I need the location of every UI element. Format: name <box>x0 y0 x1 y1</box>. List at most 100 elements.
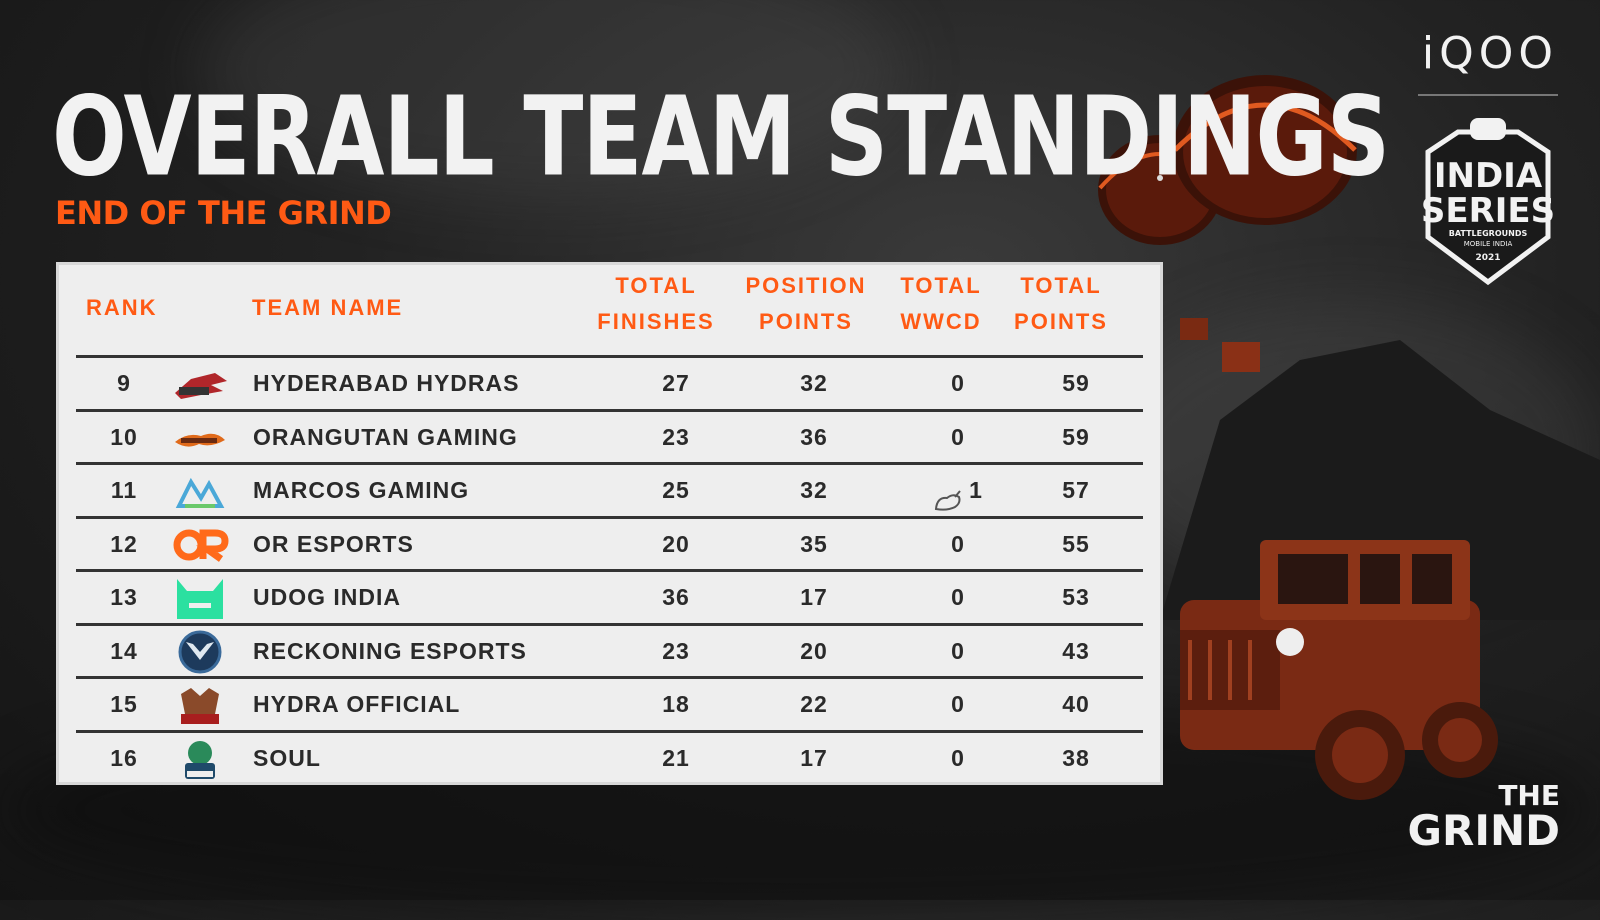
event-logo-line2: GRIND <box>1407 806 1560 855</box>
rank-cell: 13 <box>110 584 138 610</box>
total-finishes-cell: 25 <box>662 477 690 503</box>
position-points-cell: 35 <box>800 530 828 557</box>
series-logo-line2: SERIES <box>1421 191 1555 231</box>
table-body: 9 HYDERABAD HYDRAS 27 32 0 59 10 ORANGUTAN GAMI… <box>76 355 1143 783</box>
hydra-logo-icon <box>171 684 229 728</box>
wwcd-value: 0 <box>951 637 965 664</box>
rank-cell: 9 <box>117 370 131 396</box>
total-points-cell: 55 <box>1062 530 1090 557</box>
total-wwcd-cell: 0 <box>908 572 1008 622</box>
wwcd-value: 0 <box>951 691 965 717</box>
rank-cell: 10 <box>110 423 138 450</box>
total-finishes-cell: 27 <box>662 370 690 396</box>
team-name-cell: UDOG INDIA <box>253 584 401 610</box>
series-logo-small2: MOBILE INDIA <box>1464 240 1513 248</box>
udog-logo-icon <box>171 577 229 621</box>
team-name-cell: RECKONING ESPORTS <box>253 637 527 664</box>
rank-cell: 16 <box>110 744 138 771</box>
rank-cell: 12 <box>110 530 138 557</box>
total-wwcd-cell: 0 <box>908 519 1008 569</box>
rank-cell: 14 <box>110 637 138 664</box>
header-total-finishes: TOTAL FINISHES <box>597 273 715 334</box>
marcos-logo-icon <box>171 470 229 514</box>
crate-decoration <box>1180 318 1208 340</box>
total-finishes-cell: 20 <box>662 530 690 557</box>
position-points-cell: 32 <box>800 477 828 503</box>
wwcd-value: 0 <box>951 370 965 396</box>
total-finishes-cell: 18 <box>662 691 690 717</box>
team-name-cell: HYDRA OFFICIAL <box>253 691 461 717</box>
total-points-cell: 57 <box>1062 477 1090 503</box>
total-wwcd-cell: 0 <box>908 626 1008 676</box>
hydras-logo-icon <box>171 363 229 407</box>
header-total-points: TOTAL POINTS <box>1014 273 1108 334</box>
table-row: 11 MARCOS GAMING 25 32 1 57 <box>76 462 1143 516</box>
table-row: 14 RECKONING ESPORTS 23 20 0 43 <box>76 622 1143 677</box>
total-wwcd-cell: 0 <box>908 733 1008 783</box>
header-team-name: TEAM NAME <box>252 295 404 320</box>
total-finishes-cell: 23 <box>662 423 690 450</box>
team-logo-cell <box>170 465 230 515</box>
total-wwcd-cell: 0 <box>908 358 1008 408</box>
india-series-logo: INDIA SERIES BATTLEGROUNDS MOBILE INDIA … <box>1418 112 1558 287</box>
table-row: 9 HYDERABAD HYDRAS 27 32 0 59 <box>76 355 1143 409</box>
table-header: RANK TEAM NAME TOTAL FINISHES POSITION POI… <box>56 262 1163 356</box>
total-points-cell: 59 <box>1062 370 1090 396</box>
total-points-cell: 40 <box>1062 691 1090 717</box>
total-wwcd-cell: 0 <box>908 679 1008 729</box>
wwcd-value: 0 <box>951 744 965 771</box>
position-points-cell: 32 <box>800 370 828 396</box>
soul-logo-icon <box>171 737 229 781</box>
team-name-cell: SOUL <box>253 744 321 771</box>
sponsor-logo: iQOO <box>1421 28 1558 79</box>
total-points-cell: 43 <box>1062 637 1090 664</box>
team-logo-cell <box>170 572 230 622</box>
series-logo-small: BATTLEGROUNDS <box>1449 229 1528 238</box>
position-points-cell: 17 <box>800 584 828 610</box>
reckoning-logo-icon <box>171 630 229 674</box>
total-wwcd-cell: 1 <box>908 465 1008 515</box>
rank-cell: 11 <box>110 477 138 503</box>
page-title: OVERALL TEAM STANDINGS <box>52 72 1390 201</box>
brand-divider <box>1418 94 1558 96</box>
series-logo-line1: INDIA <box>1434 156 1543 196</box>
wwcd-value: 0 <box>951 584 965 610</box>
total-points-cell: 53 <box>1062 584 1090 610</box>
team-name-cell: HYDERABAD HYDRAS <box>253 370 520 396</box>
total-points-cell: 59 <box>1062 423 1090 450</box>
series-logo-year: 2021 <box>1475 253 1500 263</box>
rank-cell: 15 <box>110 691 138 717</box>
event-logo-line1: THE <box>1498 779 1560 812</box>
team-logo-cell <box>170 626 230 676</box>
vehicle-decoration <box>1180 540 1498 800</box>
total-finishes-cell: 21 <box>662 744 690 771</box>
parachutes-decoration <box>1098 75 1357 245</box>
header-position-points: POSITION POINTS <box>745 273 867 334</box>
team-name-cell: OR ESPORTS <box>253 530 414 557</box>
team-name-cell: MARCOS GAMING <box>253 477 470 503</box>
wwcd-value: 1 <box>969 477 983 503</box>
total-finishes-cell: 23 <box>662 637 690 664</box>
table-row: 15 HYDRA OFFICIAL 18 22 0 40 <box>76 676 1143 730</box>
background-smoke <box>200 0 900 200</box>
crate-decoration <box>1222 342 1260 372</box>
event-logo: THE GRIND <box>1408 782 1560 852</box>
table-row: 12 OR ESPORTS 20 35 0 55 <box>76 515 1143 570</box>
header-total-wwcd: TOTAL WWCD <box>900 273 982 334</box>
standings-table: RANK TEAM NAME TOTAL FINISHES POSITION POI… <box>56 262 1163 785</box>
header-rank: RANK <box>86 295 158 320</box>
chicken-dinner-icon <box>933 480 963 511</box>
total-points-cell: 38 <box>1062 744 1090 771</box>
table-row: 10 ORANGUTAN GAMING 23 36 0 59 <box>76 408 1143 463</box>
orangutan-logo-icon <box>171 416 229 460</box>
table-row: 16 SOUL 21 17 0 38 <box>76 729 1143 784</box>
team-logo-cell <box>170 519 230 569</box>
table-row: 13 UDOG INDIA 36 17 0 53 <box>76 569 1143 623</box>
page-subtitle: END OF THE GRIND <box>55 194 392 232</box>
position-points-cell: 20 <box>800 637 828 664</box>
wwcd-value: 0 <box>951 423 965 450</box>
or-logo-icon <box>171 523 229 567</box>
team-logo-cell <box>170 679 230 729</box>
team-logo-cell <box>170 358 230 408</box>
position-points-cell: 17 <box>800 744 828 771</box>
